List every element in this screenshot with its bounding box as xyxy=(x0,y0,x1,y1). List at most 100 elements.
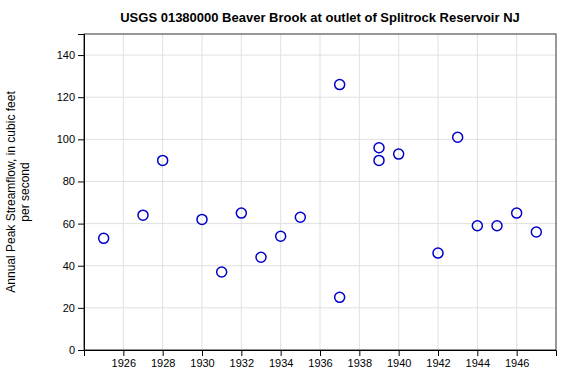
grid-line xyxy=(320,34,321,350)
tick-mark xyxy=(517,350,518,356)
tick-mark xyxy=(359,350,360,356)
tick-mark xyxy=(78,224,84,225)
point xyxy=(256,252,266,262)
tick-mark xyxy=(241,350,242,356)
tick: 1934 xyxy=(269,350,293,369)
point xyxy=(295,212,305,222)
point xyxy=(472,221,482,231)
y-axis-label: Annual Peak Streamflow, in cubic feetper… xyxy=(4,91,32,293)
point xyxy=(374,143,384,153)
grid-line xyxy=(359,34,360,350)
tick: 120 xyxy=(57,91,84,103)
grid-line xyxy=(123,34,124,350)
tick: 1926 xyxy=(112,350,136,369)
grid xyxy=(84,34,556,350)
tick-label: 120 xyxy=(57,91,75,103)
y-axis: 0 20 40 60 80 100 120 140 xyxy=(57,35,85,357)
grid-line xyxy=(84,55,556,56)
grid-line xyxy=(84,265,556,266)
tick-mark xyxy=(78,308,84,309)
grid-line xyxy=(241,34,242,350)
point xyxy=(512,208,522,218)
point xyxy=(492,221,502,231)
grid-line xyxy=(84,223,556,224)
grid-line xyxy=(84,139,556,140)
tick-label: 20 xyxy=(63,302,75,314)
grid-line xyxy=(162,34,163,350)
tick-label: 1932 xyxy=(230,357,254,369)
point xyxy=(99,233,109,243)
plot-frame xyxy=(84,34,556,350)
grid-line xyxy=(438,34,439,350)
tick-label: 1926 xyxy=(112,357,136,369)
point xyxy=(138,210,148,220)
grid-line xyxy=(84,97,556,98)
grid-line xyxy=(477,34,478,350)
tick-mark xyxy=(78,266,84,267)
tick-label: 1946 xyxy=(505,357,529,369)
tick-label: 1942 xyxy=(426,357,450,369)
chart: 1926 1928 1930 1932 1934 1936 1938 1940 1942 1944… xyxy=(0,0,576,384)
tick: 1936 xyxy=(308,350,332,369)
tick: 80 xyxy=(63,175,84,187)
tick: 100 xyxy=(57,133,84,145)
tick: 0 xyxy=(69,344,84,356)
tick-mark xyxy=(78,97,84,98)
points xyxy=(99,80,542,303)
tick: 1932 xyxy=(230,350,254,369)
grid-line xyxy=(84,181,556,182)
grid-line xyxy=(398,34,399,350)
tick-mark xyxy=(477,350,478,356)
tick-mark xyxy=(281,350,282,356)
grid-line xyxy=(280,34,281,350)
tick-mark xyxy=(320,350,321,356)
point xyxy=(276,231,286,241)
tick-mark xyxy=(163,350,164,356)
point xyxy=(197,214,207,224)
tick: 1944 xyxy=(466,350,490,369)
axis-line xyxy=(78,35,85,351)
axis-line xyxy=(85,351,557,357)
tick-mark xyxy=(78,350,84,351)
tick-mark xyxy=(438,350,439,356)
tick-label: 1928 xyxy=(151,357,175,369)
tick-mark xyxy=(78,139,84,140)
grid-line xyxy=(84,307,556,308)
tick: 40 xyxy=(63,260,84,272)
tick-label: 1930 xyxy=(190,357,214,369)
tick-mark xyxy=(123,350,124,356)
x-axis: 1926 1928 1930 1932 1934 1936 1938 1940 1942 1944… xyxy=(85,350,557,369)
tick-label: 80 xyxy=(63,175,75,187)
tick-label: 1940 xyxy=(387,357,411,369)
tick-label: 140 xyxy=(57,49,75,61)
tick: 1946 xyxy=(505,350,529,369)
tick-label: 1934 xyxy=(269,357,293,369)
tick-label: 40 xyxy=(63,260,75,272)
point xyxy=(158,155,168,165)
tick-mark xyxy=(202,350,203,356)
tick-label: 0 xyxy=(69,344,75,356)
tick: 1940 xyxy=(387,350,411,369)
tick: 1942 xyxy=(426,350,450,369)
tick-mark xyxy=(78,181,84,182)
tick: 1928 xyxy=(151,350,175,369)
tick: 60 xyxy=(63,218,84,230)
tick-mark xyxy=(399,350,400,356)
point xyxy=(335,292,345,302)
tick: 1938 xyxy=(348,350,372,369)
point xyxy=(374,155,384,165)
tick-label: 100 xyxy=(57,133,75,145)
title: USGS 01380000 Beaver Brook at outlet of … xyxy=(120,10,520,25)
point xyxy=(236,208,246,218)
tick: 1930 xyxy=(190,350,214,369)
grid-line xyxy=(202,34,203,350)
tick-label: 1938 xyxy=(348,357,372,369)
point xyxy=(217,267,227,277)
grid-line xyxy=(516,34,517,350)
tick-label: 1944 xyxy=(466,357,490,369)
tick-label: 1936 xyxy=(308,357,332,369)
tick-label: 60 xyxy=(63,218,75,230)
point xyxy=(433,248,443,258)
tick-mark xyxy=(78,55,84,56)
point xyxy=(335,80,345,90)
